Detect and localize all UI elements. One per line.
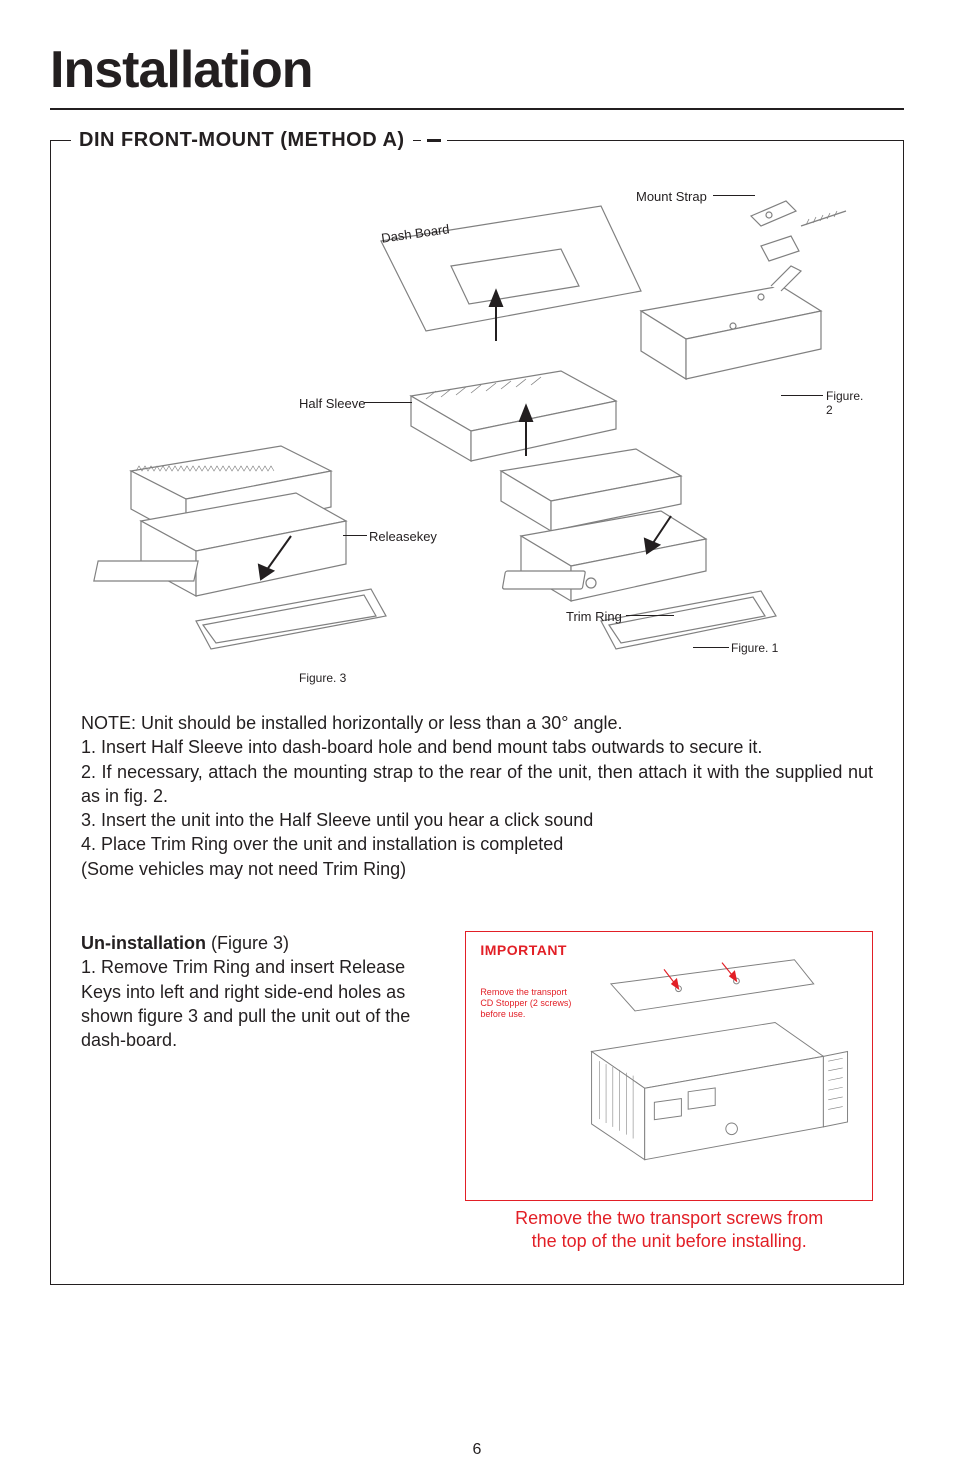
callout-line: [343, 535, 367, 536]
instruction-step5: (Some vehicles may not need Trim Ring): [81, 857, 873, 881]
important-caption-l2: the top of the unit before installing.: [465, 1230, 873, 1253]
label-figure3: Figure. 3: [299, 671, 346, 685]
legend-connector-dash: [421, 140, 447, 142]
callout-line: [693, 647, 729, 648]
instruction-step2: 2. If necessary, attach the mounting str…: [81, 760, 873, 809]
section-legend: DIN FRONT-MOUNT (METHOD A): [71, 129, 413, 152]
important-box: IMPORTANT Remove the transport CD Stoppe…: [465, 931, 873, 1201]
callout-line: [364, 402, 412, 403]
important-sub-l1: Remove the transport: [480, 987, 571, 998]
callout-line: [713, 195, 755, 196]
instruction-note: NOTE: Unit should be installed horizonta…: [81, 711, 873, 735]
important-subtext: Remove the transport CD Stopper (2 screw…: [480, 987, 571, 1019]
instructions-block: NOTE: Unit should be installed horizonta…: [81, 711, 873, 881]
label-figure1: Figure. 1: [731, 641, 778, 655]
label-half-sleeve: Half Sleeve: [299, 396, 365, 411]
diagram-svg: [81, 171, 881, 691]
main-section-box: DIN FRONT-MOUNT (METHOD A): [50, 140, 904, 1285]
uninstall-heading: Un-installation: [81, 933, 206, 953]
callout-line: [781, 395, 823, 396]
important-caption: Remove the two transport screws from the…: [465, 1207, 873, 1254]
title-underline: [50, 108, 904, 110]
instruction-step3: 3. Insert the unit into the Half Sleeve …: [81, 808, 873, 832]
important-sub-l3: before use.: [480, 1009, 571, 1020]
installation-diagram: Mount Strap Dash Board Half Sleeve Figur…: [81, 171, 873, 691]
uninstall-block: Un-installation (Figure 3) 1. Remove Tri…: [81, 931, 445, 1254]
uninstall-heading-suffix: (Figure 3): [206, 933, 289, 953]
page-title: Installation: [50, 40, 904, 100]
callout-line: [626, 615, 674, 616]
important-container: IMPORTANT Remove the transport CD Stoppe…: [465, 931, 873, 1254]
lower-section: Un-installation (Figure 3) 1. Remove Tri…: [81, 931, 873, 1254]
label-figure2: Figure. 2: [826, 389, 873, 417]
important-sub-l2: CD Stopper (2 screws): [480, 998, 571, 1009]
label-trim-ring: Trim Ring: [566, 609, 622, 624]
instruction-step4: 4. Place Trim Ring over the unit and ins…: [81, 832, 873, 856]
label-mount-strap: Mount Strap: [636, 189, 707, 204]
page-number: 6: [0, 1441, 954, 1459]
important-label: IMPORTANT: [480, 942, 567, 958]
important-caption-l1: Remove the two transport screws from: [465, 1207, 873, 1230]
label-releasekey: Releasekey: [369, 529, 437, 544]
instruction-step1: 1. Insert Half Sleeve into dash-board ho…: [81, 735, 873, 759]
uninstall-text: 1. Remove Trim Ring and insert Release K…: [81, 955, 445, 1052]
important-diagram: [466, 932, 872, 1200]
